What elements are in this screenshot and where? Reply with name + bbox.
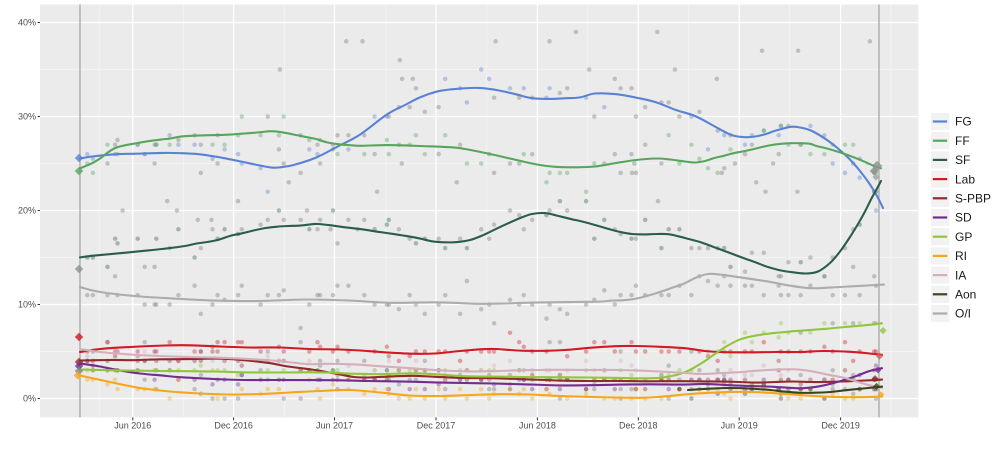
svg-text:Dec 2017: Dec 2017 bbox=[417, 421, 456, 431]
svg-text:Dec 2016: Dec 2016 bbox=[214, 421, 253, 431]
svg-text:O/I: O/I bbox=[955, 307, 971, 321]
svg-text:SF: SF bbox=[955, 153, 970, 167]
svg-text:FF: FF bbox=[955, 134, 970, 148]
svg-text:20%: 20% bbox=[18, 206, 36, 216]
svg-text:GP: GP bbox=[955, 230, 972, 244]
svg-text:0%: 0% bbox=[23, 394, 36, 404]
svg-text:30%: 30% bbox=[18, 112, 36, 122]
svg-text:Jun 2017: Jun 2017 bbox=[316, 421, 353, 431]
svg-text:40%: 40% bbox=[18, 18, 36, 28]
svg-text:RI: RI bbox=[955, 249, 967, 263]
svg-text:Jun 2018: Jun 2018 bbox=[519, 421, 556, 431]
svg-text:Jun 2019: Jun 2019 bbox=[721, 421, 758, 431]
svg-text:Dec 2019: Dec 2019 bbox=[821, 421, 860, 431]
svg-text:Jun 2016: Jun 2016 bbox=[114, 421, 151, 431]
svg-text:Dec 2018: Dec 2018 bbox=[619, 421, 658, 431]
svg-text:10%: 10% bbox=[18, 300, 36, 310]
svg-text:SD: SD bbox=[955, 211, 972, 225]
svg-text:Aon: Aon bbox=[955, 288, 976, 302]
svg-text:IA: IA bbox=[955, 268, 966, 282]
svg-text:FG: FG bbox=[955, 115, 972, 129]
svg-text:S-PBP: S-PBP bbox=[955, 192, 991, 206]
svg-text:Lab: Lab bbox=[955, 172, 975, 186]
